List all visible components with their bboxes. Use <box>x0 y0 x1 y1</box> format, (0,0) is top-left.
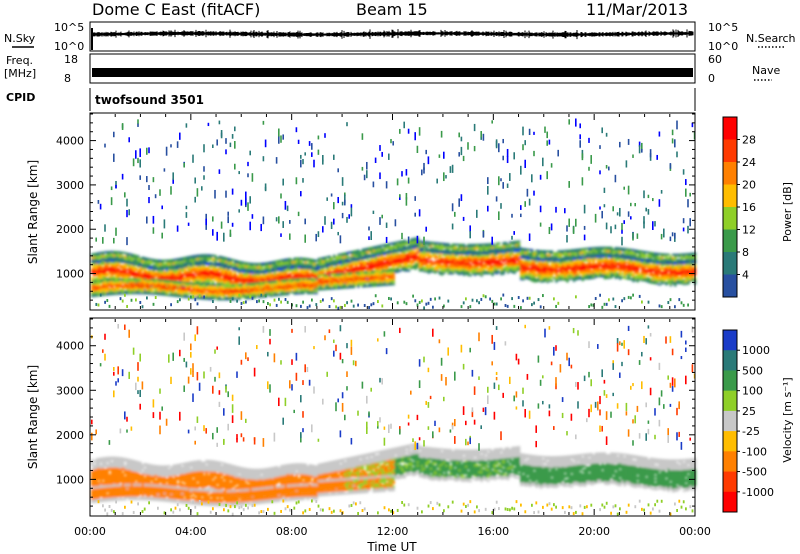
colorbar-swatch <box>723 184 737 208</box>
colorbar-tick-label: -25 <box>742 425 760 438</box>
y-tick-label: 2000 <box>56 429 84 442</box>
colorbar-tick-label: 25 <box>742 405 756 418</box>
colorbar-tick-label: -1000 <box>742 486 774 499</box>
colorbar-swatch <box>723 252 737 275</box>
freq-tick-top: 18 <box>64 53 78 66</box>
colorbar-tick-label: 24 <box>742 156 756 169</box>
cpid-value: twofsound 3501 <box>95 93 204 107</box>
velocity-ylabel: Slant Range [km] <box>26 365 40 469</box>
colorbar-swatch <box>723 370 737 392</box>
power-axis: 4000 3000 2000 1000 <box>56 113 696 309</box>
velocity-panel: 4000 3000 2000 1000 Slant Range [km] 1000 50… <box>26 317 794 554</box>
colorbar-tick-label: 28 <box>742 134 756 147</box>
x-tick-label: 00:00 <box>679 525 711 538</box>
nsky-tick-bottom: 10^0 <box>54 40 84 53</box>
colorbar-tick-label: -100 <box>742 445 767 458</box>
y-tick-label: 4000 <box>56 340 84 353</box>
nsky-tick-top: 10^5 <box>54 21 84 34</box>
colorbar-tick-label: 16 <box>742 201 756 214</box>
date-title: 11/Mar/2013 <box>586 0 688 19</box>
velocity-heatmap <box>90 319 697 516</box>
nsky-trace <box>91 28 694 50</box>
colorbar-tick-label: 12 <box>742 224 756 237</box>
nsearch-tick-bottom: 10^0 <box>708 40 738 53</box>
freq-unit-label: [MHz] <box>4 67 36 80</box>
colorbar-swatch <box>723 451 737 472</box>
colorbar-swatch <box>723 162 737 185</box>
colorbar-tick-label: 8 <box>742 246 749 259</box>
colorbar-tick-label: -500 <box>742 466 767 479</box>
x-tick-label: 20:00 <box>578 525 610 538</box>
cpid-label: CPID <box>6 91 35 104</box>
y-tick-label: 3000 <box>56 384 84 397</box>
freq-panel: Freq. [MHz] 18 8 Nave 60 0 <box>4 53 780 85</box>
colorbar-swatch <box>723 471 737 493</box>
y-tick-label: 1000 <box>56 268 84 281</box>
colorbar-tick-label: 4 <box>742 269 749 282</box>
nave-tick-top: 60 <box>708 53 722 66</box>
colorbar-swatch <box>723 229 737 253</box>
colorbar-swatch <box>723 117 737 140</box>
velocity-axis: 4000 3000 2000 1000 <box>56 318 696 515</box>
power-heatmap <box>90 114 697 310</box>
y-tick-label: 2000 <box>56 223 84 236</box>
colorbar-tick-label: 20 <box>742 179 756 192</box>
x-tick-label: 04:00 <box>175 525 207 538</box>
nsearch-tick-top: 10^5 <box>708 21 738 34</box>
colorbar-tick-label: 500 <box>742 364 763 377</box>
freq-tick-bottom: 8 <box>64 72 71 85</box>
velocity-cbar-label: Velocity [m s⁻¹] <box>781 377 794 462</box>
colorbar-swatch <box>723 350 737 371</box>
power-cbar-label: Power [dB] <box>781 182 794 242</box>
cpid-panel: CPID twofsound 3501 <box>6 88 696 111</box>
colorbar-tick-label: 1000 <box>742 344 770 357</box>
colorbar-swatch <box>723 390 737 412</box>
x-tick-label: 16:00 <box>477 525 509 538</box>
colorbar-swatch <box>723 330 737 351</box>
power-ylabel: Slant Range [km] <box>26 160 40 264</box>
x-tick-label: 08:00 <box>276 525 308 538</box>
colorbar-swatch <box>723 431 737 452</box>
nsky-label: N.Sky <box>4 32 36 45</box>
colorbar-swatch <box>723 207 737 230</box>
nave-label: Nave <box>752 64 780 77</box>
nsearch-label: N.Search <box>746 32 796 45</box>
y-tick-label: 1000 <box>56 473 84 486</box>
freq-label: Freq. <box>6 54 33 67</box>
x-tick-label: 12:00 <box>377 525 409 538</box>
colorbar-swatch <box>723 139 737 163</box>
station-title: Dome C East (fitACF) <box>92 0 260 19</box>
time-axis-label: Time UT <box>366 540 417 554</box>
colorbar-swatch <box>723 491 737 513</box>
colorbar-swatch <box>723 274 737 298</box>
y-tick-label: 4000 <box>56 135 84 148</box>
x-tick-label: 00:00 <box>74 525 106 538</box>
power-panel: 4000 3000 2000 1000 Slant Range [km] 28 24 20… <box>26 112 794 311</box>
time-axis: 00:00 04:00 08:00 12:00 16:00 20:00 00:00 <box>74 525 711 538</box>
colorbar-tick-label: 100 <box>742 385 763 398</box>
y-tick-label: 3000 <box>56 179 84 192</box>
power-colorbar: 28 24 20 16 12 8 4 <box>722 116 756 298</box>
colorbar-swatch <box>723 410 737 432</box>
nsky-panel: N.Sky 10^5 10^0 N.Search 10^5 10^0 <box>4 21 796 53</box>
nave-tick-bottom: 0 <box>708 72 715 85</box>
velocity-colorbar: 1000 500 100 25 -25 -100 -500 -1000 <box>722 329 774 513</box>
beam-title: Beam 15 <box>356 0 428 19</box>
